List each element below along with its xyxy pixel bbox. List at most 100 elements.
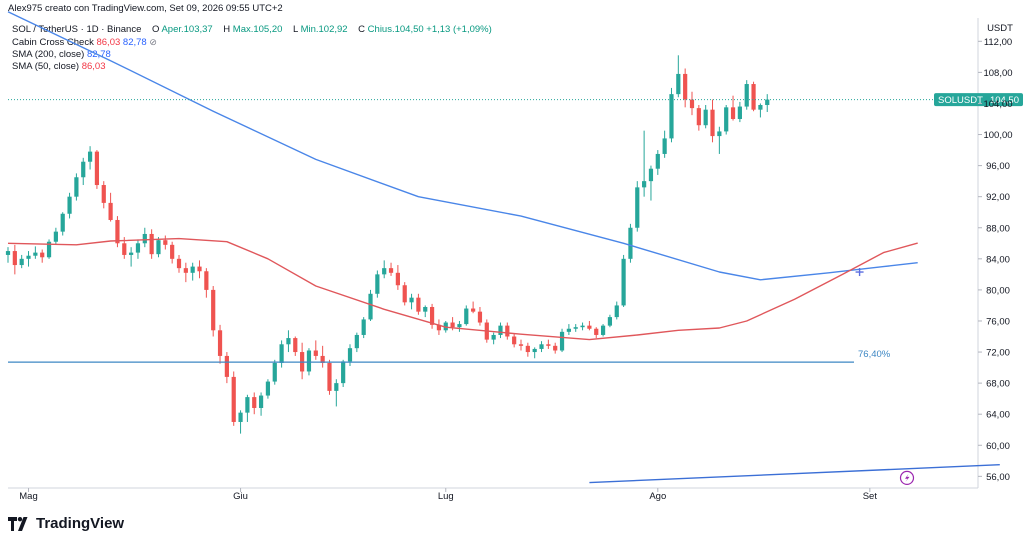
- candle: [737, 101, 742, 123]
- indicator-row-cabin[interactable]: Cabin Cross Check 86,03 82,78 ⊘: [12, 36, 492, 49]
- candle: [669, 87, 674, 143]
- ohlc-close-label: C: [358, 24, 366, 35]
- candle-body: [258, 395, 264, 408]
- annotations: 76,40% SOLUSDT 104,50: [8, 93, 1023, 486]
- candle-body: [19, 258, 24, 266]
- candle: [409, 293, 414, 310]
- candle-body: [245, 397, 250, 413]
- candle: [279, 340, 284, 368]
- candle: [628, 223, 633, 263]
- sma-200-line: [7, 11, 918, 281]
- candle: [758, 103, 763, 118]
- candle-body: [347, 348, 353, 362]
- candle-body: [354, 334, 359, 349]
- candle: [491, 332, 496, 345]
- candle: [238, 410, 243, 434]
- chart-attribution: Alex975 creato con TradingView.com, Set …: [8, 3, 283, 14]
- candle-body: [115, 219, 120, 244]
- ohlc-low-label: L: [293, 24, 298, 35]
- candle: [74, 173, 79, 201]
- candle-body: [628, 227, 633, 259]
- x-tick-label: Set: [863, 491, 878, 502]
- y-tick-label: 96,00: [986, 161, 1010, 172]
- candle: [286, 330, 291, 353]
- candle-body: [395, 272, 400, 286]
- candle: [696, 105, 701, 131]
- candle: [614, 301, 619, 320]
- candle-body: [573, 327, 578, 329]
- candle: [190, 262, 195, 281]
- candle-body: [361, 319, 366, 335]
- candle: [580, 322, 585, 331]
- candle-body: [710, 109, 715, 137]
- candle-body: [669, 94, 674, 139]
- candle-body: [129, 252, 134, 255]
- indicator-value: 86,03: [81, 61, 106, 72]
- candle: [204, 268, 209, 298]
- candle-body: [409, 297, 414, 303]
- sma-50-line: [7, 237, 918, 341]
- indicator-row-sma50[interactable]: SMA (50, close) 86,03: [12, 61, 492, 73]
- candle-body: [382, 268, 387, 275]
- candle: [751, 81, 756, 112]
- candle: [135, 239, 141, 259]
- candle: [744, 80, 749, 110]
- candle-body: [471, 308, 476, 312]
- candle-body: [60, 213, 65, 232]
- candle-body: [553, 345, 558, 351]
- candle-body: [81, 161, 86, 178]
- candle: [765, 94, 770, 112]
- candle: [436, 319, 442, 335]
- candle-body: [211, 289, 216, 331]
- candle-body: [231, 376, 236, 422]
- y-tick-label: 72,00: [986, 348, 1010, 359]
- candle-body: [108, 202, 113, 220]
- candle: [724, 105, 729, 135]
- candle: [423, 305, 428, 318]
- candle: [293, 336, 298, 356]
- candle: [635, 181, 640, 232]
- candle: [471, 301, 476, 314]
- candle: [710, 99, 715, 143]
- candle-body: [600, 325, 606, 335]
- lightning-icon: [905, 473, 910, 482]
- candle-body: [717, 131, 722, 137]
- hidden-eye-icon[interactable]: ⊘: [149, 37, 157, 47]
- candle-body: [341, 361, 346, 384]
- candle: [341, 359, 346, 388]
- y-tick-label: 76,00: [986, 316, 1010, 327]
- candle-body: [594, 328, 599, 335]
- candle: [156, 237, 161, 258]
- candle-body: [122, 243, 127, 255]
- candle-body: [532, 348, 537, 353]
- candle-body: [224, 355, 229, 377]
- candle-body: [197, 266, 202, 272]
- candle-body: [655, 153, 660, 169]
- candle: [505, 322, 510, 340]
- tradingview-logo: TradingView: [8, 515, 124, 532]
- candle: [683, 68, 688, 108]
- candle-body: [559, 331, 565, 351]
- candle-body: [238, 412, 243, 422]
- horizontal-level-label: 76,40%: [858, 349, 891, 360]
- candle: [33, 246, 38, 259]
- candle-body: [696, 108, 701, 126]
- y-tick-label: 56,00: [986, 472, 1010, 483]
- candle: [375, 270, 380, 298]
- candle: [402, 282, 407, 306]
- candle-body: [135, 243, 141, 253]
- x-tick-label: Ago: [649, 491, 666, 502]
- symbol-label[interactable]: SOL / TetherUS · 1D · Binance: [12, 24, 142, 35]
- candle: [170, 241, 175, 264]
- candle: [464, 305, 469, 326]
- indicator-name: SMA (200, close): [12, 49, 85, 60]
- candle: [272, 359, 277, 385]
- candle: [594, 327, 599, 339]
- price-tag-value: 104,50: [990, 95, 1019, 106]
- indicator-lines: [7, 11, 1000, 484]
- y-tick-label: 84,00: [986, 254, 1010, 265]
- y-tick-label: 100,00: [983, 130, 1012, 141]
- x-tick-label: Lug: [438, 491, 454, 502]
